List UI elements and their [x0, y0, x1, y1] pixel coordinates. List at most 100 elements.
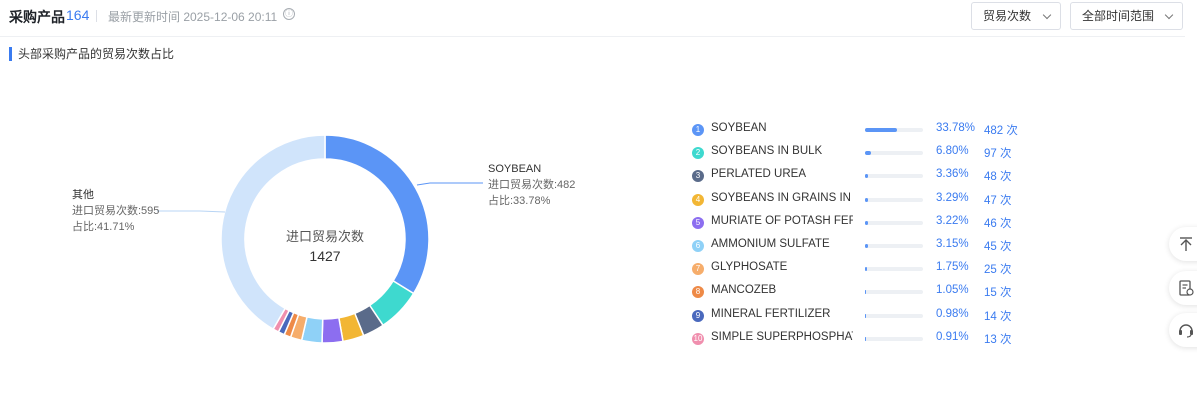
legend-percent: 1.05% — [936, 284, 969, 297]
metric-dropdown-label: 贸易次数 — [983, 9, 1032, 23]
legend-item[interactable]: 2 SOYBEANS IN BULK 6.80% 97 次 — [692, 141, 1092, 164]
back-to-top-button[interactable] — [1169, 227, 1197, 261]
legend-count: 15 次 — [984, 287, 1012, 300]
share-bar-fill — [865, 313, 867, 318]
rank-badge: 4 — [692, 193, 704, 206]
legend-percent: 3.22% — [936, 214, 969, 227]
donut-slice-1[interactable] — [324, 134, 430, 295]
share-bar — [865, 243, 923, 248]
legend-count: 14 次 — [984, 310, 1012, 323]
legend-item[interactable]: 1 SOYBEAN 33.78% 482 次 — [692, 118, 1092, 141]
share-bar — [865, 197, 923, 202]
share-bar — [865, 220, 923, 225]
share-bar-fill — [865, 128, 898, 132]
document-settings-button[interactable] — [1169, 271, 1197, 305]
legend-item[interactable]: 7 GLYPHOSATE 1.75% 25 次 — [692, 257, 1092, 280]
share-bar-fill — [865, 220, 868, 225]
legend-label: SOYBEAN — [711, 122, 767, 134]
donut-slice-11[interactable] — [220, 134, 326, 331]
rank-badge: 3 — [692, 170, 704, 183]
legend-count: 45 次 — [984, 240, 1012, 253]
legend-percent: 3.36% — [936, 168, 969, 181]
other-annotation: 其他 进口贸易次数:595 占比:41.71% — [72, 187, 159, 235]
legend-item[interactable]: 9 MINERAL FERTILIZER 0.98% 14 次 — [692, 304, 1092, 327]
legend-label: MINERAL FERTILIZER — [711, 307, 831, 320]
info-icon[interactable]: ⓘ — [283, 8, 295, 20]
page-title: 采购产品 — [9, 9, 65, 25]
last-updated-text: 最新更新时间 2025-12-06 20:11 — [108, 10, 278, 24]
chevron-down-icon — [1164, 10, 1174, 20]
share-bar-fill — [865, 267, 867, 272]
header: 采购产品 164 最新更新时间 2025-12-06 20:11 ⓘ 贸易次数 … — [0, 0, 1185, 37]
legend-percent: 3.29% — [936, 191, 969, 204]
share-bar-fill — [865, 290, 867, 295]
legend-percent: 1.75% — [936, 261, 969, 274]
donut-chart — [157, 134, 483, 344]
legend-percent: 6.80% — [936, 145, 969, 158]
annotation-share: 占比:33.78% — [488, 195, 551, 207]
share-bar-fill — [865, 243, 868, 248]
rank-badge: 10 — [692, 332, 704, 345]
legend-label: MANCOZEB — [711, 284, 777, 297]
share-bar — [865, 151, 923, 156]
legend-percent: 0.98% — [936, 307, 969, 320]
rank-badge: 5 — [692, 216, 704, 229]
legend-item[interactable]: 10 SIMPLE SUPERPHOSPHATE ... 0.91% 13 次 — [692, 327, 1092, 350]
metric-dropdown[interactable]: 贸易次数 — [971, 2, 1061, 30]
rank-badge: 2 — [692, 147, 704, 160]
donut-center-value: 1427 — [309, 248, 341, 264]
share-bar — [865, 128, 923, 132]
soybean-annotation: SOYBEAN 进口贸易次数:482 占比:33.78% — [488, 161, 575, 209]
time-range-dropdown[interactable]: 全部时间范围 — [1070, 2, 1183, 30]
share-bar — [865, 290, 923, 295]
back-to-top-icon — [1180, 237, 1192, 251]
share-bar-fill — [865, 151, 872, 156]
product-count: 164 — [66, 7, 90, 23]
share-bar — [865, 336, 923, 341]
rank-badge: 7 — [692, 263, 704, 276]
legend-percent: 3.15% — [936, 237, 969, 250]
rank-badge: 9 — [692, 309, 704, 322]
annotation-name: 其他 — [72, 189, 94, 201]
legend-item[interactable]: 4 SOYBEANS IN GRAINS IN B... 3.29% 47 次 — [692, 188, 1092, 211]
share-bar-fill — [865, 336, 867, 341]
legend-item[interactable]: 6 AMMONIUM SULFATE 3.15% 45 次 — [692, 234, 1092, 257]
document-settings-icon — [1179, 280, 1194, 296]
legend-label: SOYBEANS IN GRAINS IN B... — [711, 191, 853, 204]
legend-item[interactable]: 8 MANCOZEB 1.05% 15 次 — [692, 280, 1092, 303]
chevron-down-icon — [1042, 10, 1052, 20]
share-bar — [865, 174, 923, 179]
section-title: 头部采购产品的贸易次数占比 — [9, 47, 174, 61]
legend: 1 SOYBEAN 33.78% 482 次 2 SOYBEANS IN BULK 6.80… — [692, 118, 1092, 350]
legend-item[interactable]: 5 MURIATE OF POTASH FERTI... 3.22% 46 次 — [692, 211, 1092, 234]
legend-label: SIMPLE SUPERPHOSPHATE ... — [711, 330, 853, 343]
time-range-dropdown-label: 全部时间范围 — [1082, 9, 1155, 23]
rank-badge: 8 — [692, 286, 704, 299]
divider — [96, 10, 97, 22]
legend-count: 25 次 — [984, 264, 1012, 277]
annotation-count: 进口贸易次数:595 — [72, 205, 160, 217]
customer-service-button[interactable] — [1169, 313, 1197, 347]
legend-label: MURIATE OF POTASH FERTI... — [711, 214, 853, 227]
customer-service-icon — [1179, 324, 1193, 338]
legend-count: 13 次 — [984, 333, 1012, 346]
legend-label: PERLATED UREA — [711, 168, 807, 181]
share-bar — [865, 313, 923, 318]
soybean-leader-line — [416, 182, 483, 186]
legend-label: SOYBEANS IN BULK — [711, 145, 823, 158]
share-bar-fill — [865, 197, 868, 202]
donut-center-label: 进口贸易次数 — [285, 229, 364, 244]
annotation-share: 占比:41.71% — [72, 221, 135, 233]
legend-count: 482 次 — [984, 125, 1018, 137]
annotation-name: SOYBEAN — [488, 163, 542, 175]
legend-count: 47 次 — [984, 194, 1012, 207]
legend-item[interactable]: 3 PERLATED UREA 3.36% 48 次 — [692, 164, 1092, 187]
rank-badge: 1 — [692, 124, 704, 136]
legend-percent: 33.78% — [936, 122, 976, 134]
legend-label: GLYPHOSATE — [711, 261, 788, 274]
share-bar — [865, 267, 923, 272]
donut-slice-5[interactable] — [321, 316, 344, 344]
legend-count: 46 次 — [984, 217, 1012, 230]
share-bar-fill — [865, 174, 869, 179]
legend-count: 97 次 — [984, 148, 1012, 161]
